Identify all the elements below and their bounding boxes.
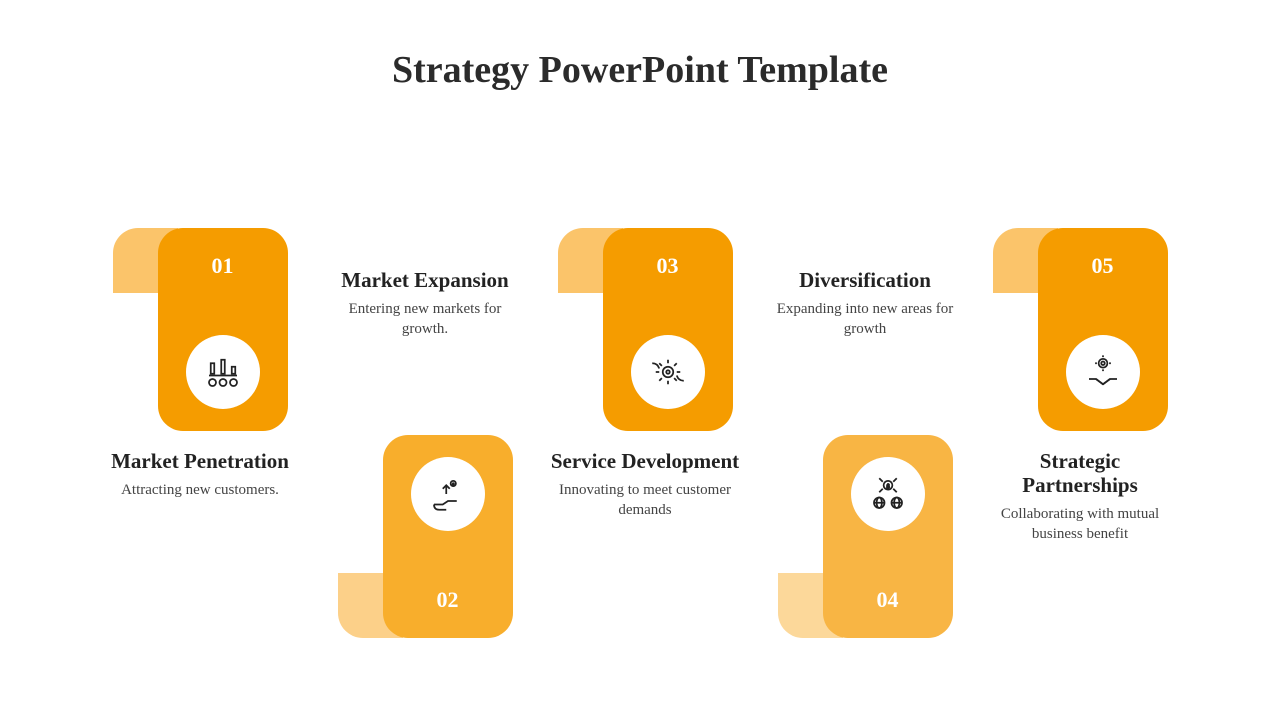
card-title: Service Development [545,449,745,473]
card-title: Strategic Partnerships [980,449,1180,497]
card-title: Market Penetration [100,449,300,473]
card-number: 03 [603,253,733,279]
infographic-stage: 01 Market Penetration Attracting new cus… [0,210,1280,650]
card-desc: Entering new markets for growth. [325,300,525,339]
card-number: 04 [823,587,953,613]
hand-grow-icon: $ [411,457,485,531]
card-body: 01 [158,228,288,431]
card-number: 01 [158,253,288,279]
strategy-item-1: 01 Market Penetration Attracting new cus… [100,228,300,501]
card-text: Strategic Partnerships Collaborating wit… [980,449,1180,544]
strategy-item-2: Market Expansion Entering new markets fo… [325,228,525,648]
page-title: Strategy PowerPoint Template [0,48,1280,92]
card-desc: Attracting new customers. [100,481,300,501]
team-chart-icon [186,335,260,409]
card-text: Market Penetration Attracting new custom… [100,449,300,501]
card-text: Market Expansion Entering new markets fo… [325,268,525,339]
strategy-item-5: 05 Strategic Partnerships Collaborating … [980,228,1180,544]
money-globe-icon: $ [851,457,925,531]
card-body: $ 02 [383,435,513,638]
card-text: Diversification Expanding into new areas… [765,268,965,339]
card-text: Service Development Innovating to meet c… [545,449,745,520]
card-1: 01 [113,228,288,431]
card-number: 05 [1038,253,1168,279]
strategy-item-3: 03 Service Development Innovating to mee… [545,228,745,520]
card-4: $ 04 [778,435,953,638]
handshake-gear-icon [1066,335,1140,409]
card-2: $ 02 [338,435,513,638]
strategy-item-4: Diversification Expanding into new areas… [765,228,965,648]
card-5: 05 [993,228,1168,431]
card-number: 02 [383,587,513,613]
card-desc: Expanding into new areas for growth [765,300,965,339]
gear-hands-icon [631,335,705,409]
card-title: Diversification [765,268,965,292]
svg-text:$: $ [452,482,454,486]
card-body: 03 [603,228,733,431]
card-desc: Innovating to meet customer demands [545,481,745,520]
card-3: 03 [558,228,733,431]
card-body: 05 [1038,228,1168,431]
card-title: Market Expansion [325,268,525,292]
card-desc: Collaborating with mutual business benef… [980,505,1180,544]
card-body: $ 04 [823,435,953,638]
svg-text:$: $ [886,483,889,490]
